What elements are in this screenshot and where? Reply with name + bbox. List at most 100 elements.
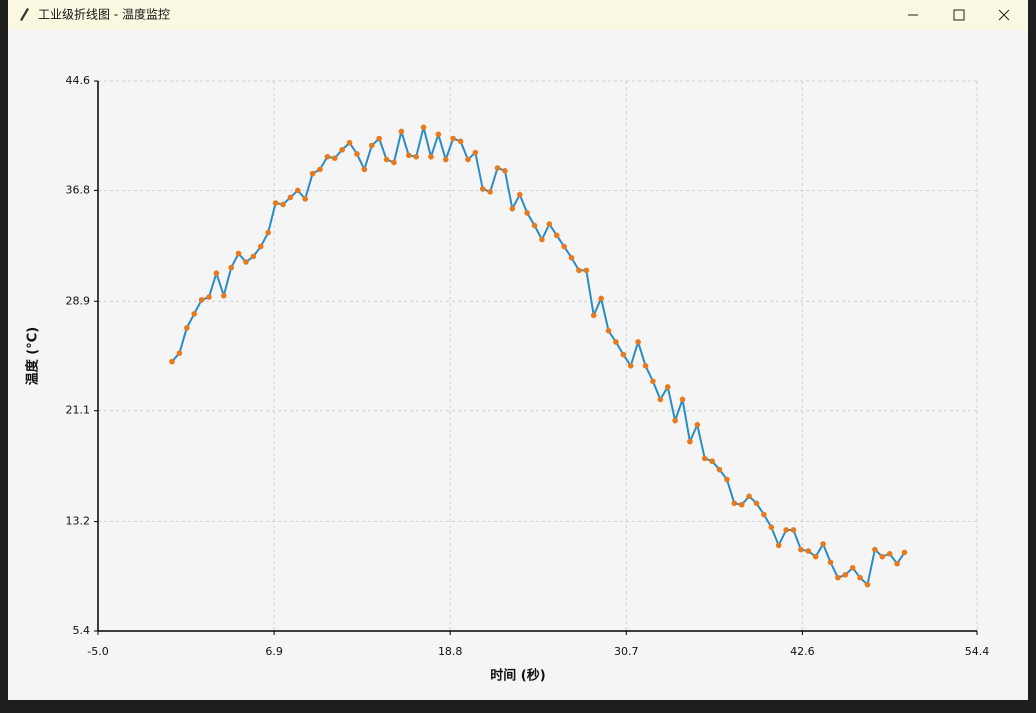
point bbox=[383, 156, 390, 163]
point bbox=[864, 581, 871, 588]
point bbox=[812, 553, 819, 560]
point bbox=[687, 438, 693, 445]
point bbox=[368, 142, 375, 149]
point bbox=[879, 553, 886, 560]
point bbox=[553, 232, 560, 239]
point bbox=[672, 417, 678, 424]
point bbox=[250, 253, 257, 260]
point bbox=[753, 500, 760, 507]
point bbox=[731, 500, 738, 507]
point bbox=[213, 270, 220, 277]
point bbox=[709, 458, 715, 465]
point bbox=[442, 156, 449, 163]
point bbox=[413, 153, 419, 160]
point bbox=[627, 363, 634, 369]
x-tick-label: -5.0 bbox=[87, 645, 108, 658]
point bbox=[465, 156, 471, 163]
y-tick-label: 21.1 bbox=[66, 404, 91, 417]
point bbox=[287, 194, 294, 201]
window bbox=[8, 0, 1028, 700]
point bbox=[583, 267, 590, 274]
point bbox=[516, 191, 523, 198]
point bbox=[265, 229, 271, 236]
point bbox=[805, 548, 812, 554]
point bbox=[472, 149, 479, 156]
point bbox=[768, 524, 775, 530]
point bbox=[635, 339, 641, 345]
point bbox=[857, 574, 863, 581]
point bbox=[664, 384, 671, 390]
point bbox=[191, 311, 197, 317]
point bbox=[405, 152, 412, 159]
x-tick-label: 6.9 bbox=[265, 645, 283, 658]
point bbox=[701, 455, 708, 462]
point bbox=[724, 476, 730, 483]
y-axis-label: 温度 (°C) bbox=[25, 327, 41, 385]
point bbox=[339, 146, 345, 153]
point bbox=[435, 131, 442, 138]
point bbox=[842, 572, 849, 578]
y-tick-label: 28.9 bbox=[66, 294, 91, 307]
x-axis-label: 时间 (秒) bbox=[490, 668, 545, 684]
point bbox=[198, 297, 205, 303]
point bbox=[783, 527, 789, 533]
point bbox=[272, 200, 279, 206]
window-title: 工业级折线图 - 温度监控 bbox=[38, 7, 170, 22]
point bbox=[679, 396, 686, 403]
point bbox=[620, 351, 627, 358]
point bbox=[487, 189, 493, 195]
point bbox=[479, 186, 486, 192]
point bbox=[220, 292, 227, 299]
point bbox=[894, 560, 900, 567]
title-bar bbox=[8, 0, 1028, 30]
point bbox=[613, 339, 619, 345]
point bbox=[598, 295, 604, 302]
point bbox=[457, 138, 464, 145]
point bbox=[561, 243, 567, 250]
point bbox=[901, 549, 908, 556]
point bbox=[694, 421, 701, 428]
point bbox=[568, 254, 575, 261]
point bbox=[428, 153, 434, 160]
x-tick-label: 42.6 bbox=[790, 645, 815, 658]
point bbox=[524, 210, 530, 216]
point bbox=[228, 264, 234, 271]
point bbox=[294, 187, 301, 194]
point bbox=[886, 551, 893, 557]
point bbox=[775, 542, 782, 549]
point bbox=[509, 205, 516, 212]
point bbox=[206, 294, 212, 300]
point bbox=[590, 312, 597, 319]
point bbox=[176, 350, 183, 356]
point bbox=[657, 396, 664, 403]
point bbox=[302, 196, 308, 202]
close-button[interactable] bbox=[998, 9, 1010, 21]
point bbox=[716, 466, 723, 473]
point bbox=[494, 165, 501, 171]
point bbox=[605, 327, 612, 334]
y-tick-label: 44.6 bbox=[66, 74, 91, 87]
point bbox=[169, 358, 175, 365]
point bbox=[346, 139, 353, 146]
point bbox=[827, 559, 834, 566]
app-icon bbox=[20, 8, 29, 21]
point bbox=[790, 527, 797, 533]
point bbox=[576, 267, 582, 274]
point bbox=[280, 201, 286, 208]
point bbox=[531, 222, 538, 229]
point bbox=[650, 378, 656, 385]
point bbox=[257, 243, 264, 250]
point bbox=[849, 565, 856, 571]
point bbox=[243, 259, 249, 265]
point bbox=[324, 153, 331, 160]
point bbox=[798, 546, 804, 553]
maximize-button[interactable] bbox=[953, 9, 965, 21]
point bbox=[391, 159, 397, 166]
y-tick-label: 36.8 bbox=[66, 183, 91, 196]
point bbox=[502, 167, 508, 174]
point bbox=[746, 493, 752, 500]
x-tick-label: 18.8 bbox=[438, 645, 463, 658]
point bbox=[398, 128, 405, 135]
point bbox=[539, 236, 545, 243]
